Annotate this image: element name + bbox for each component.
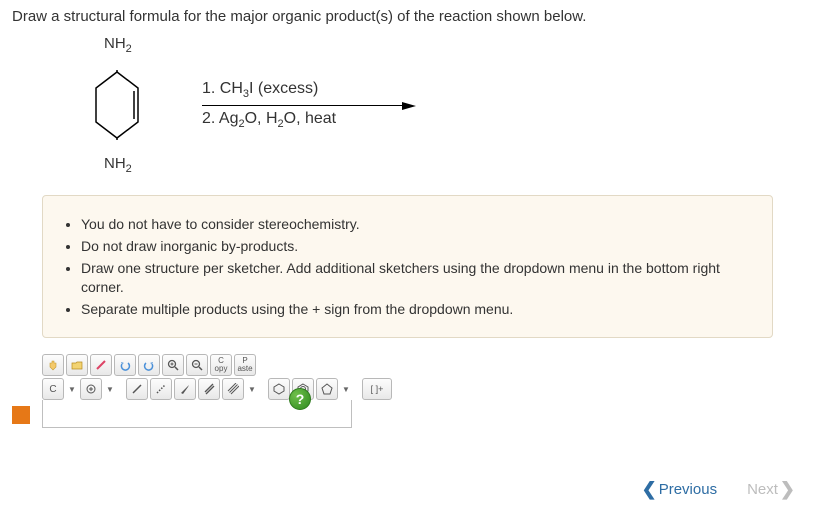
cyclohexene-ring (92, 70, 142, 140)
reaction-area: NH2 NH2 1. CH3I (excess) 2. Ag2O, H2O, h… (72, 35, 803, 175)
hint-item: Draw one structure per sketcher. Add add… (81, 259, 752, 297)
hint-item: Separate multiple products using the + s… (81, 300, 752, 319)
dashed-bond-button[interactable] (150, 378, 172, 400)
open-button[interactable] (66, 354, 88, 376)
charge-dropdown[interactable]: ▼ (104, 378, 116, 400)
redo-button[interactable] (138, 354, 160, 376)
reactant-molecule: NH2 NH2 (72, 35, 162, 175)
nh2-bottom-label: NH2 (104, 155, 132, 175)
help-button[interactable]: ? (289, 388, 311, 410)
charge-button[interactable] (80, 378, 102, 400)
single-bond-button[interactable] (126, 378, 148, 400)
sketcher: Copy Paste C ▼ ▼ ▼ ▼ [ ]+ ? (42, 354, 803, 428)
reagent-line-2: 2. Ag2O, H2O, heat (202, 110, 402, 130)
ring-hexagon-button[interactable] (268, 378, 290, 400)
zoom-out-button[interactable] (186, 354, 208, 376)
ring-pentagon-button[interactable] (316, 378, 338, 400)
paste-button[interactable]: Paste (234, 354, 256, 376)
next-label: Next (747, 481, 778, 498)
question-prompt: Draw a structural formula for the major … (12, 8, 803, 25)
chevron-right-icon: ❯ (780, 479, 795, 500)
expand-button[interactable]: [ ]+ (362, 378, 392, 400)
double-bond-button[interactable] (198, 378, 220, 400)
wedge-bond-button[interactable] (174, 378, 196, 400)
reaction-arrow (202, 105, 402, 106)
toolbar-row-1: Copy Paste (42, 354, 803, 376)
element-dropdown[interactable]: ▼ (66, 378, 78, 400)
navigation: ❮ Previous Next ❯ (642, 479, 795, 500)
chevron-left-icon: ❮ (642, 479, 657, 500)
copy-button[interactable]: Copy (210, 354, 232, 376)
bond-dropdown[interactable]: ▼ (246, 378, 258, 400)
nh2-top-label: NH2 (104, 35, 132, 55)
ring-dropdown[interactable]: ▼ (340, 378, 352, 400)
undo-button[interactable] (114, 354, 136, 376)
zoom-in-button[interactable] (162, 354, 184, 376)
drawing-canvas[interactable]: ? (42, 400, 352, 428)
reagents: 1. CH3I (excess) 2. Ag2O, H2O, heat (202, 76, 402, 133)
hint-item: You do not have to consider stereochemis… (81, 215, 752, 234)
hint-item: Do not draw inorganic by-products. (81, 237, 752, 256)
triple-bond-button[interactable] (222, 378, 244, 400)
reagent-line-1: 1. CH3I (excess) (202, 80, 402, 100)
element-c-button[interactable]: C (42, 378, 64, 400)
previous-button[interactable]: ❮ Previous (642, 479, 717, 500)
instructions-box: You do not have to consider stereochemis… (42, 195, 773, 338)
sketcher-active-indicator (12, 406, 30, 424)
previous-label: Previous (659, 481, 717, 498)
draw-button[interactable] (90, 354, 112, 376)
toolbar-row-2: C ▼ ▼ ▼ ▼ [ ]+ (42, 378, 803, 400)
next-button[interactable]: Next ❯ (747, 479, 795, 500)
hand-tool-button[interactable] (42, 354, 64, 376)
